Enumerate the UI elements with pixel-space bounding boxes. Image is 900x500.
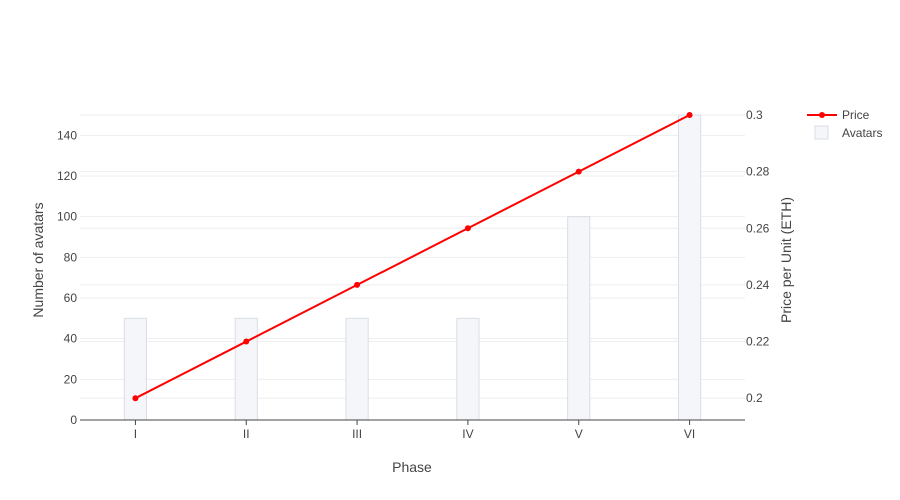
price-line bbox=[134, 114, 691, 400]
price-point bbox=[243, 338, 250, 345]
legend-price-label: Price bbox=[842, 108, 870, 122]
legend-price-marker bbox=[819, 112, 825, 118]
right-tick-label: 0.3 bbox=[746, 108, 763, 122]
left-tick-label: 60 bbox=[64, 291, 78, 305]
right-tick-label: 0.2 bbox=[746, 391, 763, 405]
bar bbox=[345, 317, 369, 421]
left-tick-label: 0 bbox=[70, 413, 77, 427]
price-point bbox=[354, 281, 361, 288]
right-tick-label: 0.28 bbox=[746, 165, 770, 179]
left-axis-ticks: 0 20 40 60 80 100 120 140 bbox=[57, 128, 77, 427]
price-point bbox=[575, 168, 582, 175]
bar bbox=[567, 216, 591, 421]
bar bbox=[234, 317, 258, 421]
right-tick-label: 0.24 bbox=[746, 278, 770, 292]
left-y-axis-title: Number of avatars bbox=[30, 202, 46, 317]
x-axis-ticks: I II III IV V VI bbox=[134, 420, 695, 441]
right-axis-ticks: 0.2 0.22 0.24 0.26 0.28 0.3 bbox=[746, 108, 770, 405]
legend-item-avatars[interactable]: Avatars bbox=[814, 125, 882, 140]
left-tick-label: 80 bbox=[64, 250, 78, 264]
price-series bbox=[132, 112, 693, 402]
left-tick-label: 40 bbox=[64, 332, 78, 346]
right-gridlines bbox=[80, 114, 745, 399]
right-tick-label: 0.26 bbox=[746, 221, 770, 235]
bar bbox=[123, 317, 148, 421]
legend[interactable]: Price Avatars bbox=[807, 108, 882, 140]
x-tick-label: V bbox=[575, 427, 583, 441]
x-tick-label: II bbox=[243, 427, 250, 441]
left-tick-label: 100 bbox=[57, 210, 77, 224]
price-point bbox=[464, 225, 471, 232]
right-tick-label: 0.22 bbox=[746, 335, 770, 349]
price-point bbox=[132, 395, 139, 402]
x-tick-label: IV bbox=[462, 427, 473, 441]
legend-item-price[interactable]: Price bbox=[807, 108, 870, 122]
legend-avatars-label: Avatars bbox=[842, 126, 882, 140]
left-tick-label: 140 bbox=[57, 128, 77, 142]
bar bbox=[456, 317, 480, 421]
left-tick-label: 120 bbox=[57, 169, 77, 183]
x-tick-label: VI bbox=[684, 427, 695, 441]
right-y-axis-title: Price per Unit (ETH) bbox=[778, 197, 794, 323]
bar bbox=[678, 114, 702, 421]
x-axis-title: Phase bbox=[392, 459, 432, 475]
price-point bbox=[686, 112, 693, 118]
left-tick-label: 20 bbox=[64, 372, 78, 386]
x-tick-label: I bbox=[134, 427, 137, 441]
bars bbox=[123, 114, 702, 421]
x-tick-label: III bbox=[352, 427, 362, 441]
left-gridlines bbox=[80, 134, 745, 380]
legend-avatars-swatch bbox=[814, 125, 829, 140]
